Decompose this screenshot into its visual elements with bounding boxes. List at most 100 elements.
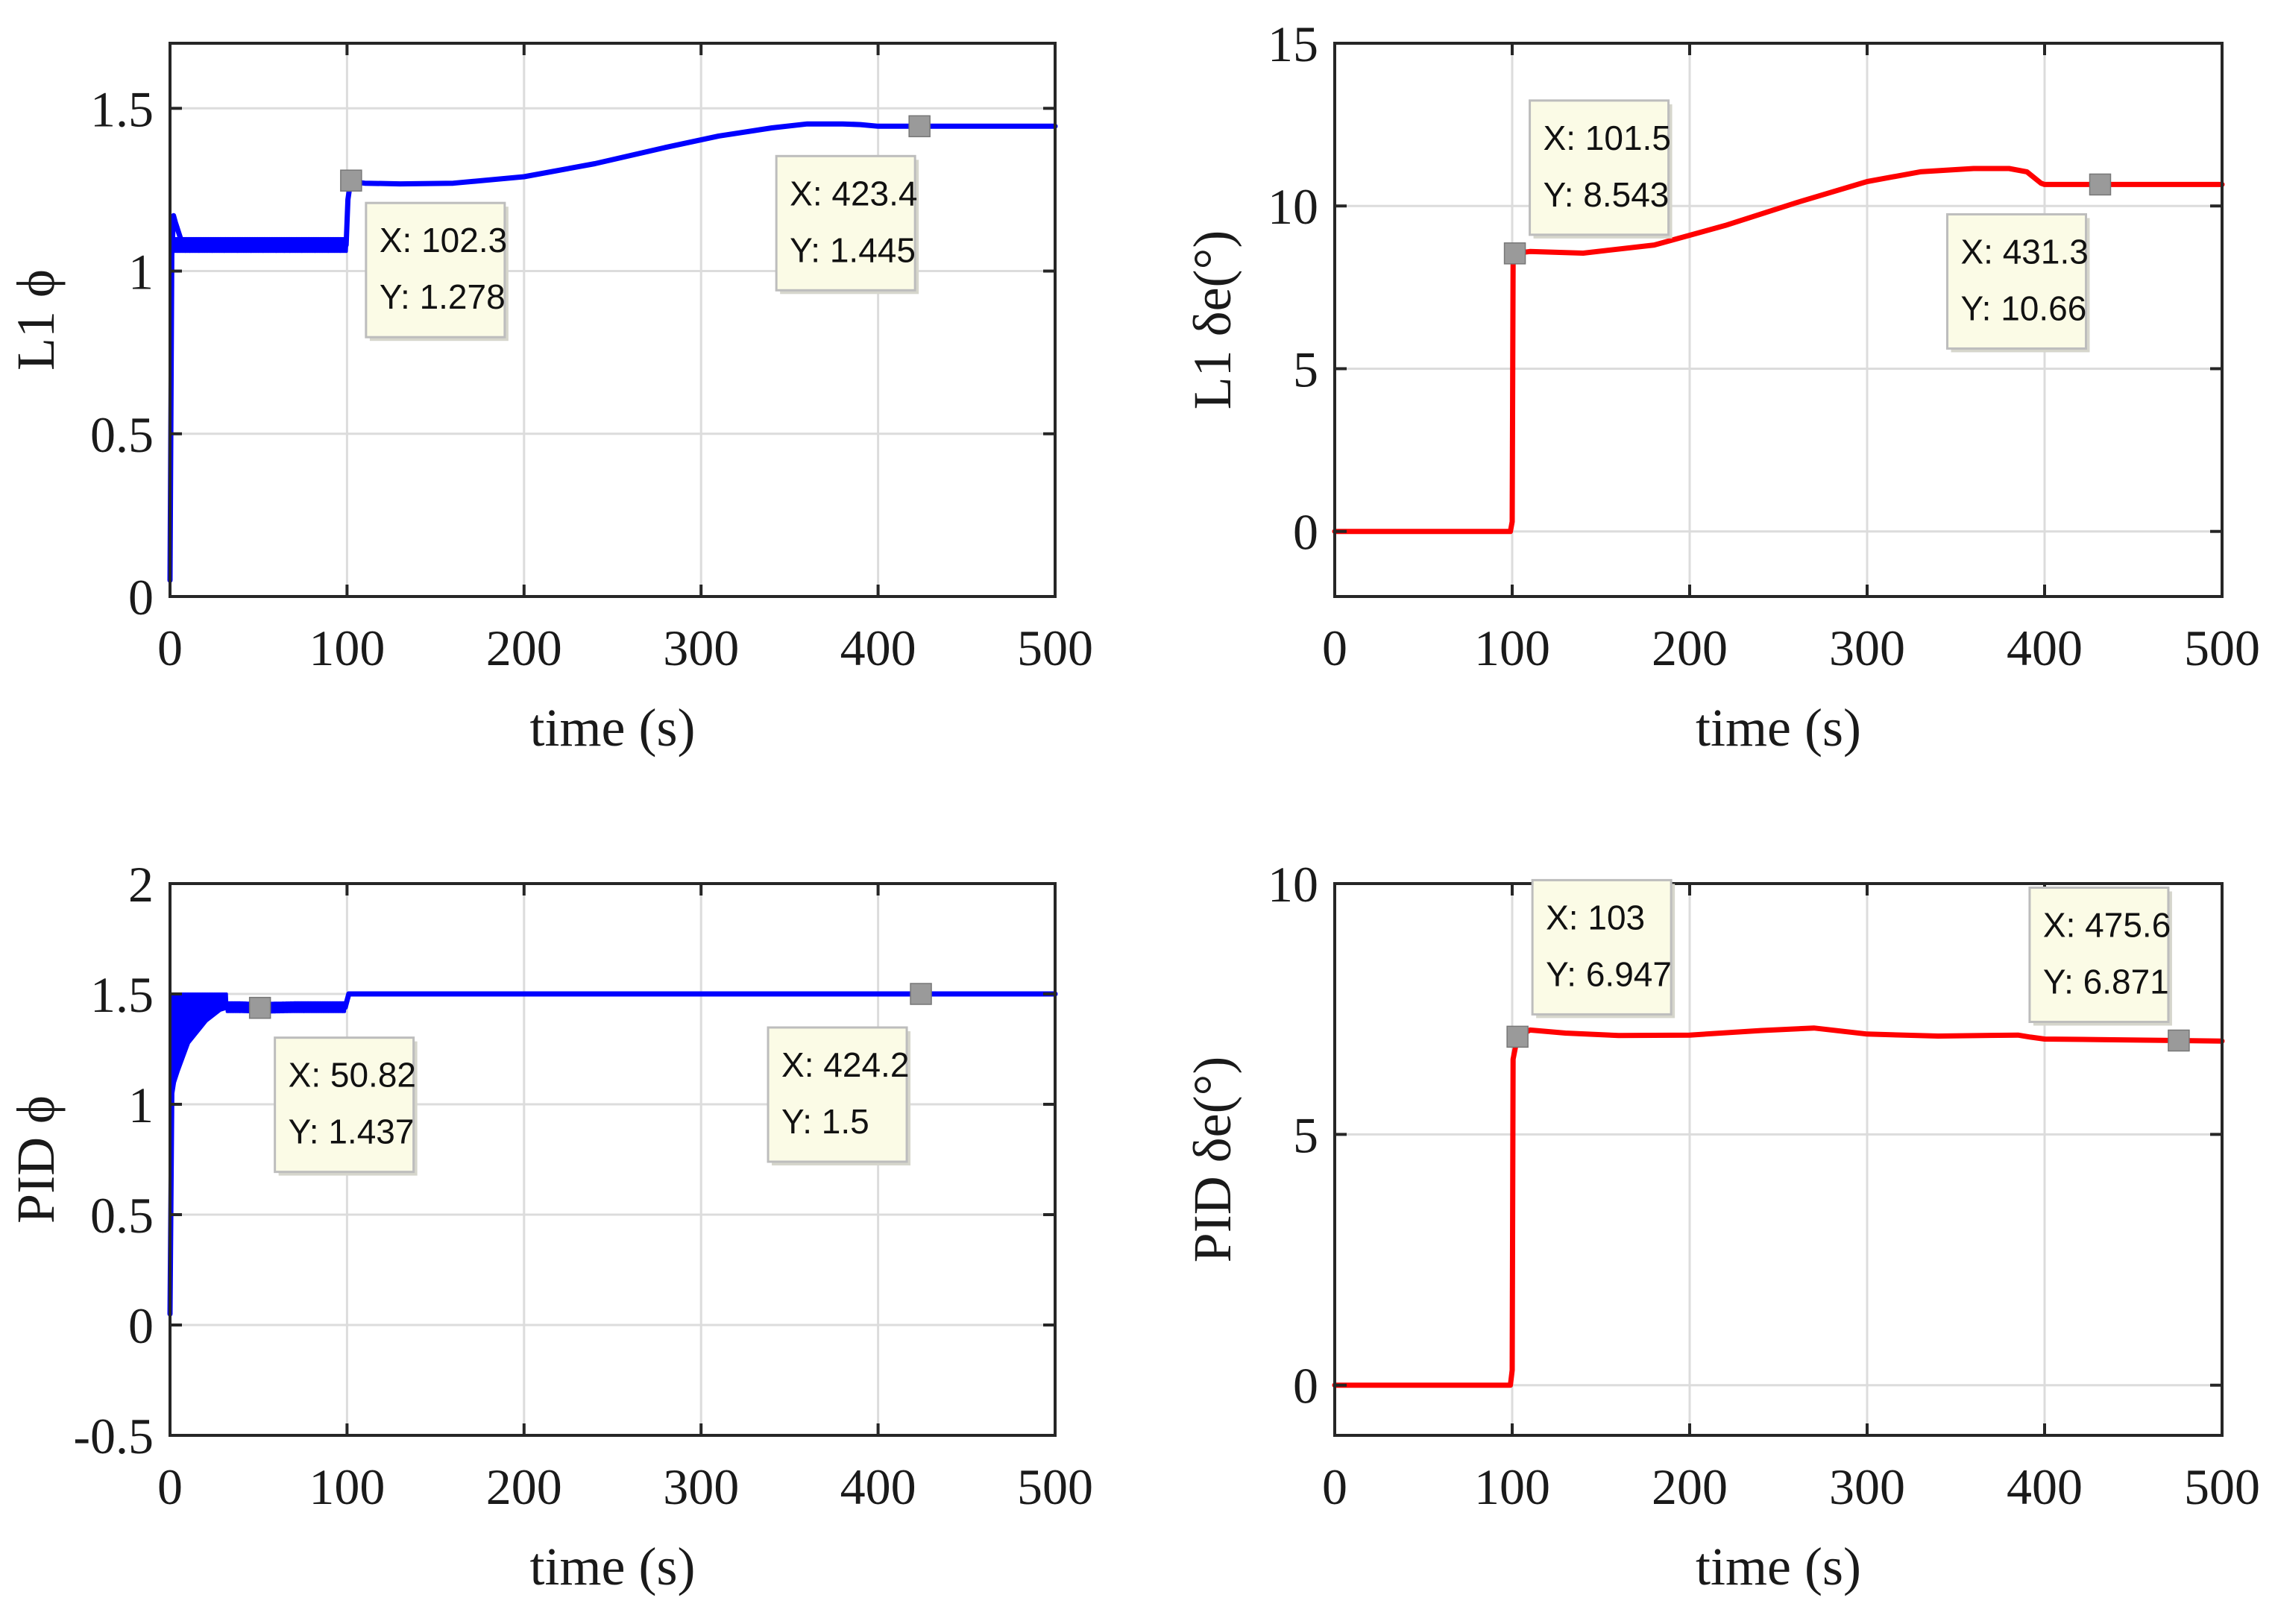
x-axis-label: time (s) — [1696, 1537, 1861, 1596]
datatip[interactable]: X: 101.5 Y: 8.543 — [1503, 99, 1673, 265]
datatip-box — [1531, 878, 1673, 1016]
x-tick-label: 100 — [309, 1458, 385, 1515]
datatip-x-value: X: 102.3 — [380, 221, 507, 259]
y-axis-label: L1 ϕ — [6, 269, 66, 371]
plot-area — [170, 43, 1055, 597]
datatip[interactable]: X: 103 Y: 6.947 — [1506, 878, 1675, 1048]
y-tick-label: 10 — [1268, 178, 1318, 235]
subplot-4: 0 100 200 300 400 500 0 5 10 time (s) PID δe(°) X: … — [1183, 856, 2260, 1596]
y-tick-label: 0 — [128, 569, 154, 626]
y-tick-label: 2 — [128, 856, 154, 913]
x-tick-label: 100 — [1474, 1458, 1550, 1515]
y-axis-label: L1 δe(°) — [1183, 230, 1242, 410]
datatip-x-value: X: 101.5 — [1544, 119, 1671, 157]
x-axis-label: time (s) — [1696, 698, 1861, 758]
datatip-x-value: X: 103 — [1546, 898, 1645, 937]
datatip-y-value: Y: 8.543 — [1544, 175, 1670, 214]
datatip-x-value: X: 50.82 — [289, 1056, 416, 1095]
y-tick-label: 15 — [1268, 16, 1318, 72]
datatip-y-value: Y: 6.871 — [2043, 962, 2169, 1001]
x-tick-label: 200 — [1652, 620, 1728, 676]
datatip-x-value: X: 423.4 — [790, 174, 917, 213]
x-tick-label: 400 — [840, 620, 916, 676]
y-tick-label: 0.5 — [90, 1187, 154, 1244]
axes-frame — [169, 42, 1057, 598]
datatip-y-value: Y: 6.947 — [1546, 954, 1672, 993]
datatip-y-value: Y: 1.278 — [380, 277, 506, 316]
datatip-box — [274, 1036, 415, 1174]
datatip[interactable]: X: 475.6 Y: 6.871 — [2028, 886, 2190, 1052]
datatip-box — [2028, 886, 2170, 1023]
y-tick-label: 1 — [128, 244, 154, 300]
subplot-2: 0 100 200 300 400 500 0 5 10 15 time (s) L1 δe(°) X:… — [1183, 16, 2260, 758]
x-tick-label: 0 — [157, 620, 183, 676]
x-tick-label: 300 — [663, 620, 739, 676]
datatip-x-value: X: 424.2 — [781, 1045, 909, 1084]
y-tick-label: 1 — [128, 1077, 154, 1133]
y-tick-label: 0 — [1293, 504, 1318, 561]
datatip-box — [1945, 213, 2087, 350]
datatip[interactable]: X: 431.3 Y: 10.66 — [1945, 173, 2112, 353]
datatip[interactable]: X: 50.82 Y: 1.437 — [248, 996, 418, 1176]
datatip-marker[interactable] — [1503, 242, 1526, 265]
datatip-x-value: X: 475.6 — [2043, 905, 2171, 944]
datatip-marker[interactable] — [1506, 1025, 1529, 1048]
axes-frame — [1333, 42, 2224, 598]
x-tick-label: 0 — [157, 1458, 183, 1515]
series-line-1 — [167, 991, 1058, 1317]
datatip-y-value: Y: 10.66 — [1960, 289, 2086, 327]
x-tick-label: 0 — [1322, 620, 1347, 676]
x-tick-label: 200 — [486, 620, 562, 676]
x-tick-label: 500 — [2184, 620, 2260, 676]
y-tick-label: 1.5 — [90, 81, 154, 137]
x-tick-label: 100 — [1474, 620, 1550, 676]
datatip-marker[interactable] — [908, 115, 931, 138]
x-tick-label: 300 — [1829, 1458, 1905, 1515]
datatip[interactable]: X: 424.2 Y: 1.5 — [767, 983, 932, 1165]
datatip[interactable]: X: 102.3 Y: 1.278 — [340, 169, 509, 342]
y-tick-label: 5 — [1293, 1107, 1318, 1163]
datatip-marker[interactable] — [2089, 173, 2112, 196]
datatip-box — [1529, 99, 1670, 236]
axes-frame — [169, 882, 1057, 1437]
x-tick-label: 0 — [1322, 1458, 1347, 1515]
x-tick-label: 400 — [2007, 1458, 2083, 1515]
datatip[interactable]: X: 423.4 Y: 1.445 — [775, 115, 931, 295]
x-tick-label: 200 — [486, 1458, 562, 1515]
x-tick-label: 300 — [1829, 620, 1905, 676]
datatip-box — [775, 154, 916, 292]
datatip-marker[interactable] — [248, 996, 271, 1019]
y-tick-label: 1.5 — [90, 966, 154, 1023]
y-tick-label: 5 — [1293, 341, 1318, 397]
x-tick-label: 400 — [2007, 620, 2083, 676]
datatip-y-value: Y: 1.445 — [790, 230, 916, 269]
datatip-box — [767, 1026, 908, 1163]
datatip-y-value: Y: 1.437 — [289, 1112, 415, 1151]
x-tick-label: 500 — [1017, 620, 1093, 676]
x-axis-label: time (s) — [530, 1537, 696, 1596]
y-axis-label: PID δe(°) — [1183, 1057, 1242, 1263]
axes-frame — [1333, 882, 2224, 1437]
x-tick-label: 400 — [840, 1458, 916, 1515]
datatip-marker[interactable] — [340, 169, 362, 192]
y-tick-label: -0.5 — [73, 1408, 154, 1464]
y-tick-label: 10 — [1268, 856, 1318, 913]
datatip-y-value: Y: 1.5 — [781, 1102, 869, 1141]
x-tick-label: 200 — [1652, 1458, 1728, 1515]
datatip-x-value: X: 431.3 — [1960, 232, 2088, 271]
x-tick-label: 500 — [2184, 1458, 2260, 1515]
y-axis-label: PID ϕ — [6, 1095, 66, 1224]
x-axis-label: time (s) — [530, 698, 696, 758]
series-line-1 — [167, 121, 1058, 583]
y-tick-label: 0 — [1293, 1358, 1318, 1414]
datatip-box — [365, 201, 506, 339]
subplot-1: 0 100 200 300 400 500 0 0.5 1 1.5 time (s) L1 ϕ X: 1… — [6, 42, 1093, 758]
datatip-marker[interactable] — [2168, 1029, 2190, 1052]
datatip-marker[interactable] — [910, 983, 932, 1005]
y-tick-label: 0 — [128, 1297, 154, 1354]
y-tick-label: 0.5 — [90, 406, 154, 463]
x-tick-label: 300 — [663, 1458, 739, 1515]
x-tick-label: 500 — [1017, 1458, 1093, 1515]
